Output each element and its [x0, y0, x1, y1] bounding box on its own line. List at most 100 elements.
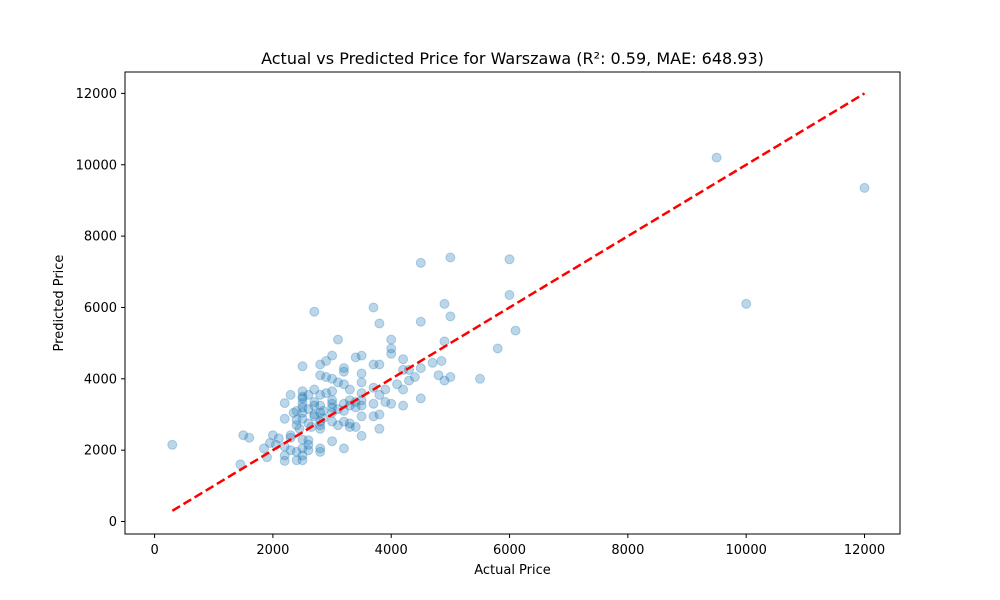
data-point — [386, 348, 397, 359]
data-point — [259, 443, 269, 454]
data-point — [321, 372, 332, 382]
data-point — [368, 411, 379, 422]
reference-line — [171, 92, 866, 512]
data-point — [279, 450, 290, 461]
y-tick-label: 12000 — [76, 87, 117, 102]
data-point — [303, 404, 314, 415]
data-point — [333, 420, 343, 431]
data-point — [297, 434, 308, 445]
data-point — [350, 352, 361, 363]
x-tick-label: 6000 — [493, 543, 526, 558]
plot-background — [125, 72, 900, 534]
y-tick-label: 4000 — [84, 372, 117, 387]
y-tick-label: 10000 — [76, 158, 117, 173]
data-point — [288, 407, 299, 418]
data-point — [445, 252, 456, 263]
data-point — [504, 254, 515, 265]
data-point — [344, 422, 355, 432]
data-point — [398, 384, 409, 395]
x-axis-label: Actual Price — [474, 563, 551, 578]
data-point — [439, 298, 450, 309]
reference-line-layer — [171, 92, 866, 512]
data-point — [318, 405, 329, 416]
data-point — [315, 359, 326, 370]
data-point — [504, 290, 515, 300]
x-tick-label: 12000 — [844, 543, 885, 558]
data-point — [327, 386, 338, 397]
y-tick-label: 2000 — [84, 444, 117, 459]
data-point — [297, 361, 308, 372]
data-point — [374, 423, 385, 434]
data-point — [309, 400, 320, 411]
data-point — [291, 420, 302, 431]
data-point — [321, 388, 332, 399]
x-tick-label: 2000 — [256, 543, 289, 558]
data-point — [327, 402, 338, 413]
data-point — [415, 393, 426, 404]
y-tick-label: 0 — [109, 515, 117, 530]
data-point — [285, 445, 296, 456]
data-point — [386, 343, 397, 354]
data-point — [291, 405, 302, 416]
points-layer — [167, 152, 870, 470]
data-point — [297, 450, 308, 461]
data-point — [436, 356, 447, 366]
data-point — [297, 386, 308, 397]
data-point — [415, 363, 426, 374]
data-point — [315, 443, 326, 454]
data-point — [315, 446, 326, 457]
x-axis-ticks: 0 2000 4000 6000 8000 10000 12000 — [150, 534, 885, 558]
data-point — [415, 316, 426, 327]
data-point — [380, 384, 391, 395]
data-point — [303, 445, 314, 456]
data-point — [315, 389, 326, 400]
data-point — [279, 398, 290, 409]
data-point — [392, 379, 403, 390]
data-point — [510, 325, 521, 336]
data-point — [338, 379, 349, 390]
data-point — [294, 423, 305, 434]
data-point — [303, 435, 314, 446]
data-point — [327, 395, 338, 406]
data-point — [368, 302, 379, 313]
data-point — [386, 398, 397, 409]
data-point — [333, 334, 343, 345]
data-point — [445, 311, 456, 322]
data-point — [309, 397, 320, 407]
x-tick-label: 10000 — [726, 543, 767, 558]
data-point — [327, 436, 338, 447]
data-point — [327, 398, 338, 409]
data-point — [297, 407, 308, 418]
data-point — [439, 336, 450, 347]
data-point — [338, 366, 349, 377]
data-point — [439, 375, 450, 386]
data-point — [327, 350, 338, 361]
y-tick-label: 6000 — [84, 301, 117, 316]
data-point — [398, 400, 409, 411]
data-point — [404, 375, 414, 386]
data-point — [315, 423, 326, 434]
y-axis-ticks: 0 2000 4000 6000 8000 10000 12000 — [76, 87, 125, 530]
data-point — [338, 443, 349, 454]
data-point — [415, 257, 426, 268]
data-point — [327, 373, 338, 384]
data-point — [291, 414, 302, 425]
data-point — [303, 439, 314, 450]
chart-title: Actual vs Predicted Price for Warszawa (… — [261, 49, 764, 68]
data-point — [321, 356, 332, 366]
data-point — [167, 439, 178, 450]
data-point — [297, 391, 308, 402]
data-point — [492, 343, 503, 354]
data-point — [368, 398, 379, 409]
y-axis-label: Predicted Price — [52, 255, 67, 352]
data-point — [386, 334, 397, 345]
data-point — [374, 389, 385, 400]
x-tick-label: 8000 — [611, 543, 644, 558]
data-point — [267, 430, 278, 441]
data-point — [398, 354, 409, 365]
data-point — [309, 409, 320, 420]
data-point — [427, 357, 438, 368]
data-point — [333, 377, 343, 388]
data-point — [315, 400, 326, 411]
